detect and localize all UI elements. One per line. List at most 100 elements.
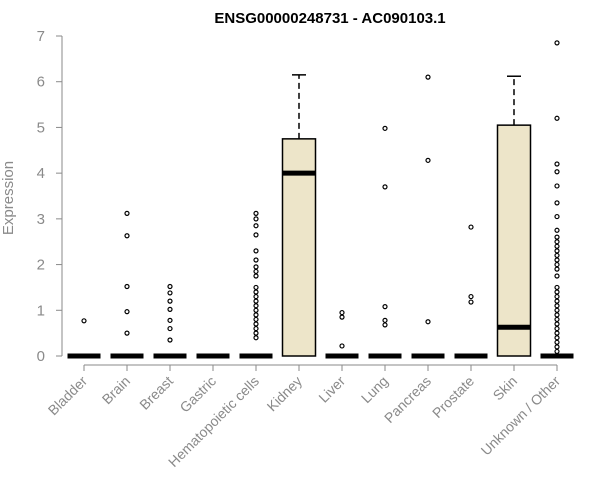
x-tick-label: Pancreas (381, 373, 434, 426)
outlier-point (253, 330, 259, 336)
x-tick-label: Gastric (176, 373, 219, 416)
box-group (368, 125, 402, 359)
x-tick-label: Bladder (45, 373, 91, 419)
x-tick-label: Brain (99, 373, 133, 407)
outlier-point (554, 293, 560, 300)
outlier-point (124, 233, 130, 239)
outlier-point (425, 74, 431, 80)
outlier-point (554, 213, 560, 220)
box-series (67, 40, 574, 359)
outlier-point (554, 325, 560, 332)
outlier-point (554, 239, 560, 245)
x-tick-label: Prostate (429, 373, 477, 421)
outlier-point (468, 224, 474, 230)
outlier-point (554, 289, 560, 295)
outlier-point (554, 307, 560, 313)
y-tick-label: 5 (37, 119, 45, 136)
outlier-point (554, 330, 560, 336)
outlier-point (554, 284, 560, 291)
outlier-point (124, 330, 130, 336)
outlier-point (554, 169, 560, 175)
y-tick-label: 6 (37, 74, 45, 91)
outlier-point (167, 306, 173, 312)
outlier-point (382, 125, 388, 131)
outlier-point (554, 344, 560, 350)
outlier-point (167, 283, 173, 290)
outlier-point (554, 321, 560, 327)
outlier-point (253, 298, 259, 304)
outlier-point (425, 319, 431, 325)
chart-title: ENSG00000248731 - AC090103.1 (214, 10, 445, 27)
outlier-point (253, 264, 259, 270)
outlier-point (253, 210, 259, 216)
x-tick-label: Lung (358, 373, 391, 406)
y-axis-ticks: 0 1 2 3 4 5 6 7 (37, 28, 62, 365)
box-group (67, 318, 101, 359)
outlier-point (554, 339, 560, 345)
outlier-point (382, 322, 388, 328)
outlier-point (253, 257, 259, 263)
outlier-point (167, 337, 173, 343)
outlier-point (124, 210, 130, 216)
outlier-point (554, 40, 560, 46)
outlier-point (253, 232, 259, 238)
outlier-point (554, 273, 560, 279)
box-group (153, 283, 187, 359)
outlier-point (554, 234, 560, 240)
outlier-point (554, 252, 560, 259)
outlier-point (253, 307, 259, 313)
y-tick-label: 0 (37, 348, 45, 365)
outlier-point (382, 304, 388, 310)
box-group (325, 309, 359, 359)
outlier-point (554, 183, 560, 189)
y-tick-label: 2 (37, 257, 45, 274)
outlier-point (167, 317, 173, 323)
outlier-point (253, 312, 259, 318)
outlier-point (253, 273, 259, 279)
box-group (239, 210, 273, 359)
outlier-point (253, 223, 259, 229)
x-tick-label: Liver (315, 373, 348, 406)
outlier-point (339, 314, 345, 320)
outlier-point (554, 303, 560, 309)
outlier-point (554, 227, 560, 233)
y-tick-label: 1 (37, 302, 45, 319)
outlier-point (468, 293, 474, 300)
box-group (411, 74, 445, 359)
outlier-point (253, 268, 259, 275)
outlier-point (554, 257, 560, 263)
outlier-point (554, 161, 560, 167)
outlier-point (554, 200, 560, 206)
y-tick-label: 4 (37, 165, 45, 182)
box-group (281, 74, 317, 357)
x-tick-label: Kidney (264, 373, 306, 415)
outlier-point (253, 284, 259, 291)
outlier-point (554, 298, 560, 304)
outlier-point (382, 317, 388, 323)
outlier-point (554, 266, 560, 272)
outlier-point (382, 184, 388, 190)
outlier-point (554, 312, 560, 318)
outlier-point (554, 261, 560, 268)
y-tick-label: 7 (37, 28, 45, 45)
y-tick-label: 3 (37, 211, 45, 228)
box-group (540, 40, 574, 359)
box-body (496, 124, 532, 357)
outlier-point (253, 216, 259, 222)
outlier-point (167, 325, 173, 332)
x-tick-label: Skin (490, 373, 521, 404)
outlier-point (468, 299, 474, 305)
x-tick-label: Unknown / Other (478, 373, 564, 459)
box-group (454, 224, 488, 359)
outlier-point (253, 321, 259, 327)
x-tick-label: Breast (136, 373, 176, 413)
outlier-point (81, 318, 87, 324)
outlier-point (339, 343, 345, 349)
outlier-point (253, 335, 259, 341)
outlier-point (554, 316, 560, 323)
outlier-point (124, 309, 130, 315)
outlier-point (253, 325, 259, 332)
outlier-point (554, 335, 560, 341)
